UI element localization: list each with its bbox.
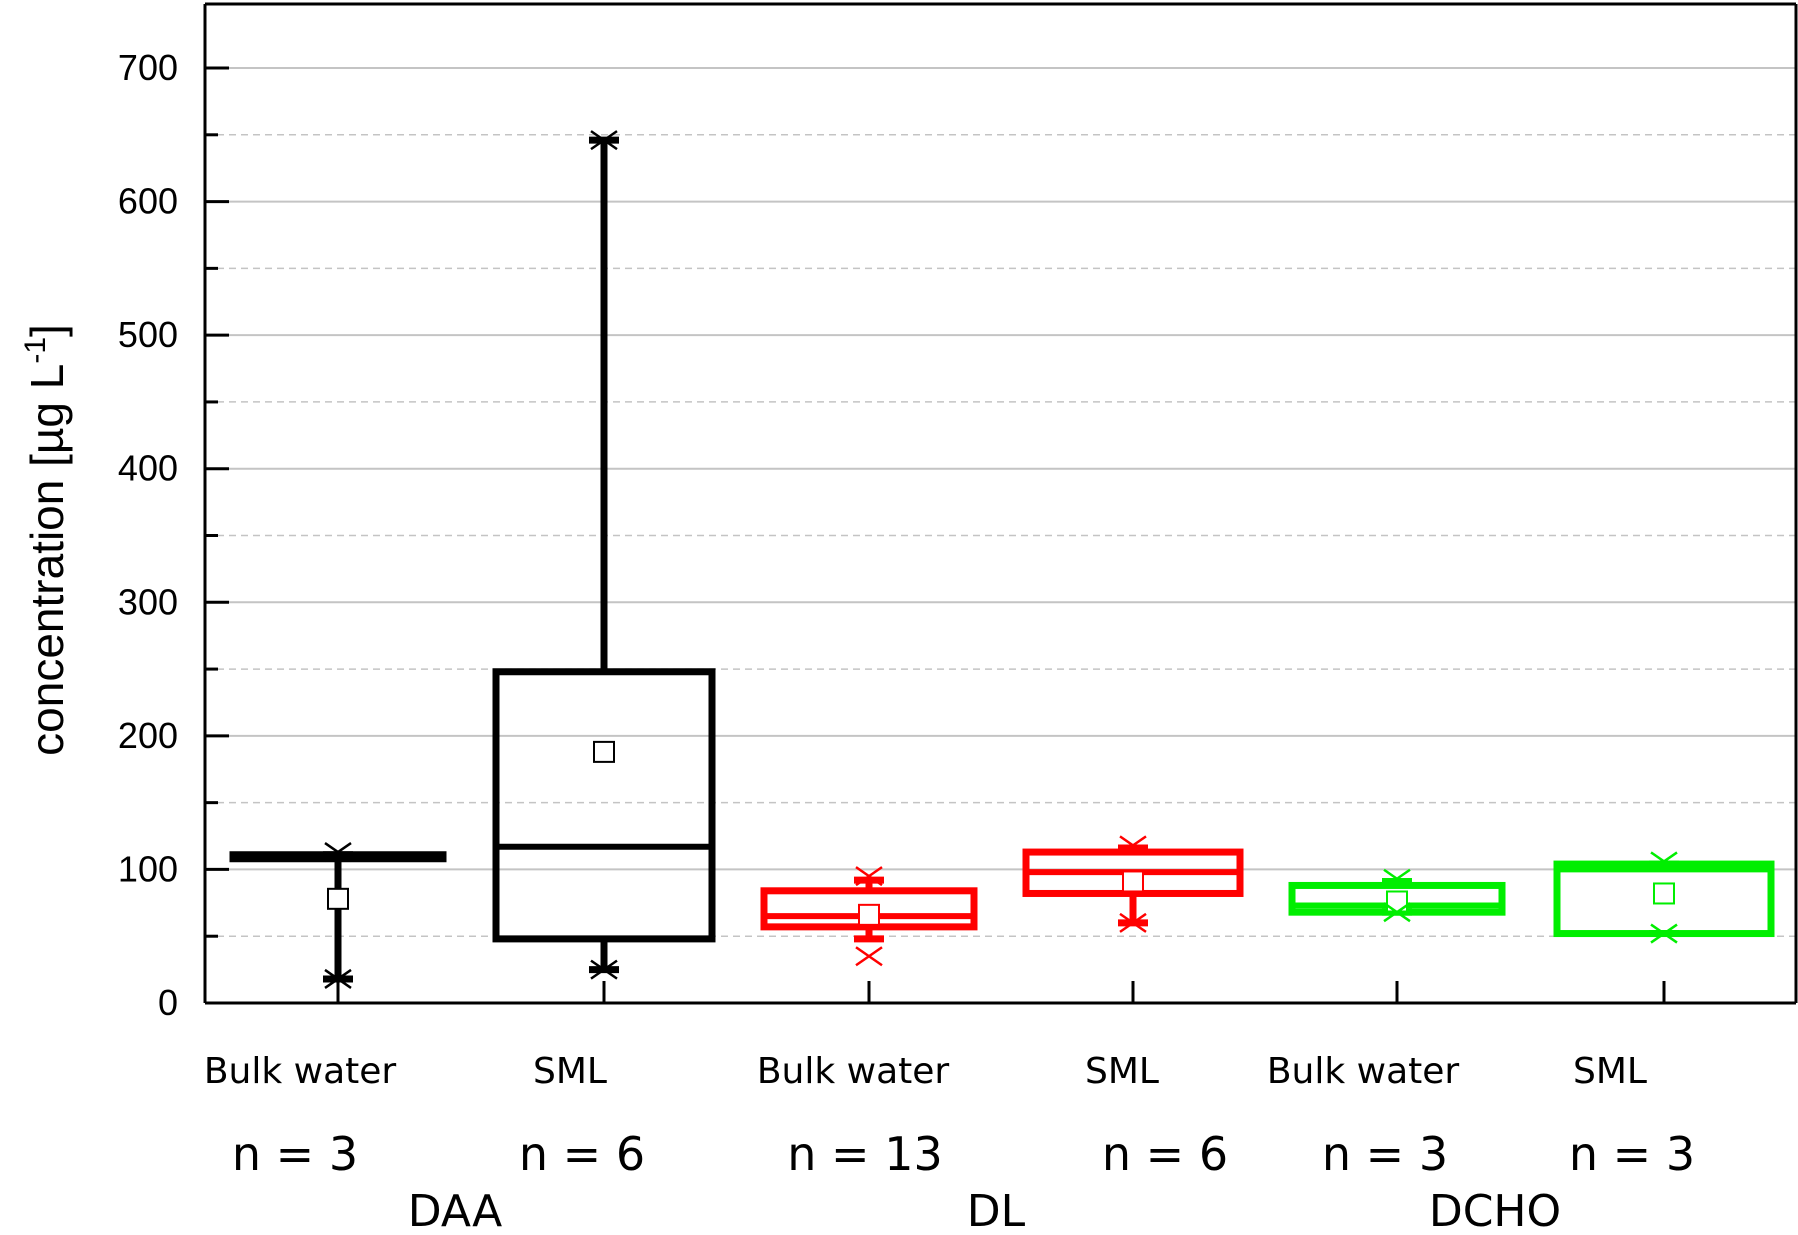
max-marker bbox=[855, 866, 883, 887]
category-label: SML bbox=[1085, 1051, 1159, 1092]
group-label: DAA bbox=[408, 1186, 503, 1235]
y-tick-label: 100 bbox=[118, 848, 178, 889]
y-axis-label: concentration [µg L-1] bbox=[19, 324, 73, 756]
max-marker bbox=[1650, 851, 1678, 872]
min-marker bbox=[1650, 923, 1678, 944]
y-axis-ticks: 0 100 200 300 400 500 600 700 bbox=[118, 47, 1666, 1023]
grid-layer bbox=[205, 67, 1796, 937]
y-tick-label: 600 bbox=[118, 181, 178, 222]
mean-marker bbox=[1653, 882, 1675, 905]
min-marker bbox=[1383, 902, 1411, 923]
category-label: Bulk water bbox=[1267, 1051, 1460, 1092]
box-iqr bbox=[760, 887, 978, 931]
category-labels: Bulk water n = 3 SML n = 6 DAA Bulk water n = … bbox=[204, 1051, 1695, 1235]
group-label: DL bbox=[967, 1186, 1026, 1235]
y-tick-label: 300 bbox=[118, 581, 178, 622]
sample-size-label: n = 3 bbox=[1322, 1127, 1448, 1181]
sample-size-label: n = 6 bbox=[1102, 1127, 1228, 1181]
category-label: SML bbox=[533, 1051, 607, 1092]
category-label: Bulk water bbox=[204, 1051, 397, 1092]
y-tick-label: 200 bbox=[118, 715, 178, 756]
sample-size-label: n = 3 bbox=[232, 1127, 358, 1181]
y-tick-label: 500 bbox=[118, 314, 178, 355]
mean-marker bbox=[593, 740, 615, 763]
mean-marker bbox=[327, 887, 349, 910]
y-tick-label: 0 bbox=[158, 982, 178, 1023]
max-marker bbox=[590, 130, 618, 151]
min-marker bbox=[590, 959, 618, 980]
min-marker bbox=[324, 968, 352, 989]
category-label: SML bbox=[1573, 1051, 1647, 1092]
group-label: DCHO bbox=[1429, 1186, 1561, 1235]
sample-size-label: n = 6 bbox=[519, 1127, 645, 1181]
y-tick-label: 400 bbox=[118, 448, 178, 489]
y-tick-label: 700 bbox=[118, 47, 178, 88]
sample-size-label: n = 13 bbox=[787, 1127, 942, 1181]
max-marker bbox=[1383, 868, 1411, 889]
box-iqr bbox=[492, 668, 716, 943]
mean-marker bbox=[858, 903, 880, 926]
max-marker bbox=[324, 842, 352, 863]
category-label: Bulk water bbox=[757, 1051, 950, 1092]
min-marker bbox=[1119, 912, 1147, 933]
box-layer bbox=[229, 130, 1775, 989]
axes bbox=[203, 2, 1798, 1005]
max-marker bbox=[1119, 835, 1147, 856]
mean-marker bbox=[1122, 870, 1144, 893]
sample-size-label: n = 3 bbox=[1569, 1127, 1695, 1181]
min-marker bbox=[855, 946, 883, 967]
